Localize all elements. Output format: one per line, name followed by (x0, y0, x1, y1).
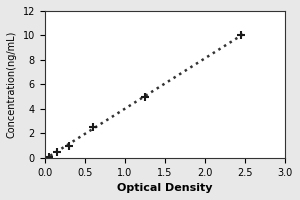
X-axis label: Optical Density: Optical Density (117, 183, 213, 193)
Y-axis label: Concentration(ng/mL): Concentration(ng/mL) (7, 31, 17, 138)
